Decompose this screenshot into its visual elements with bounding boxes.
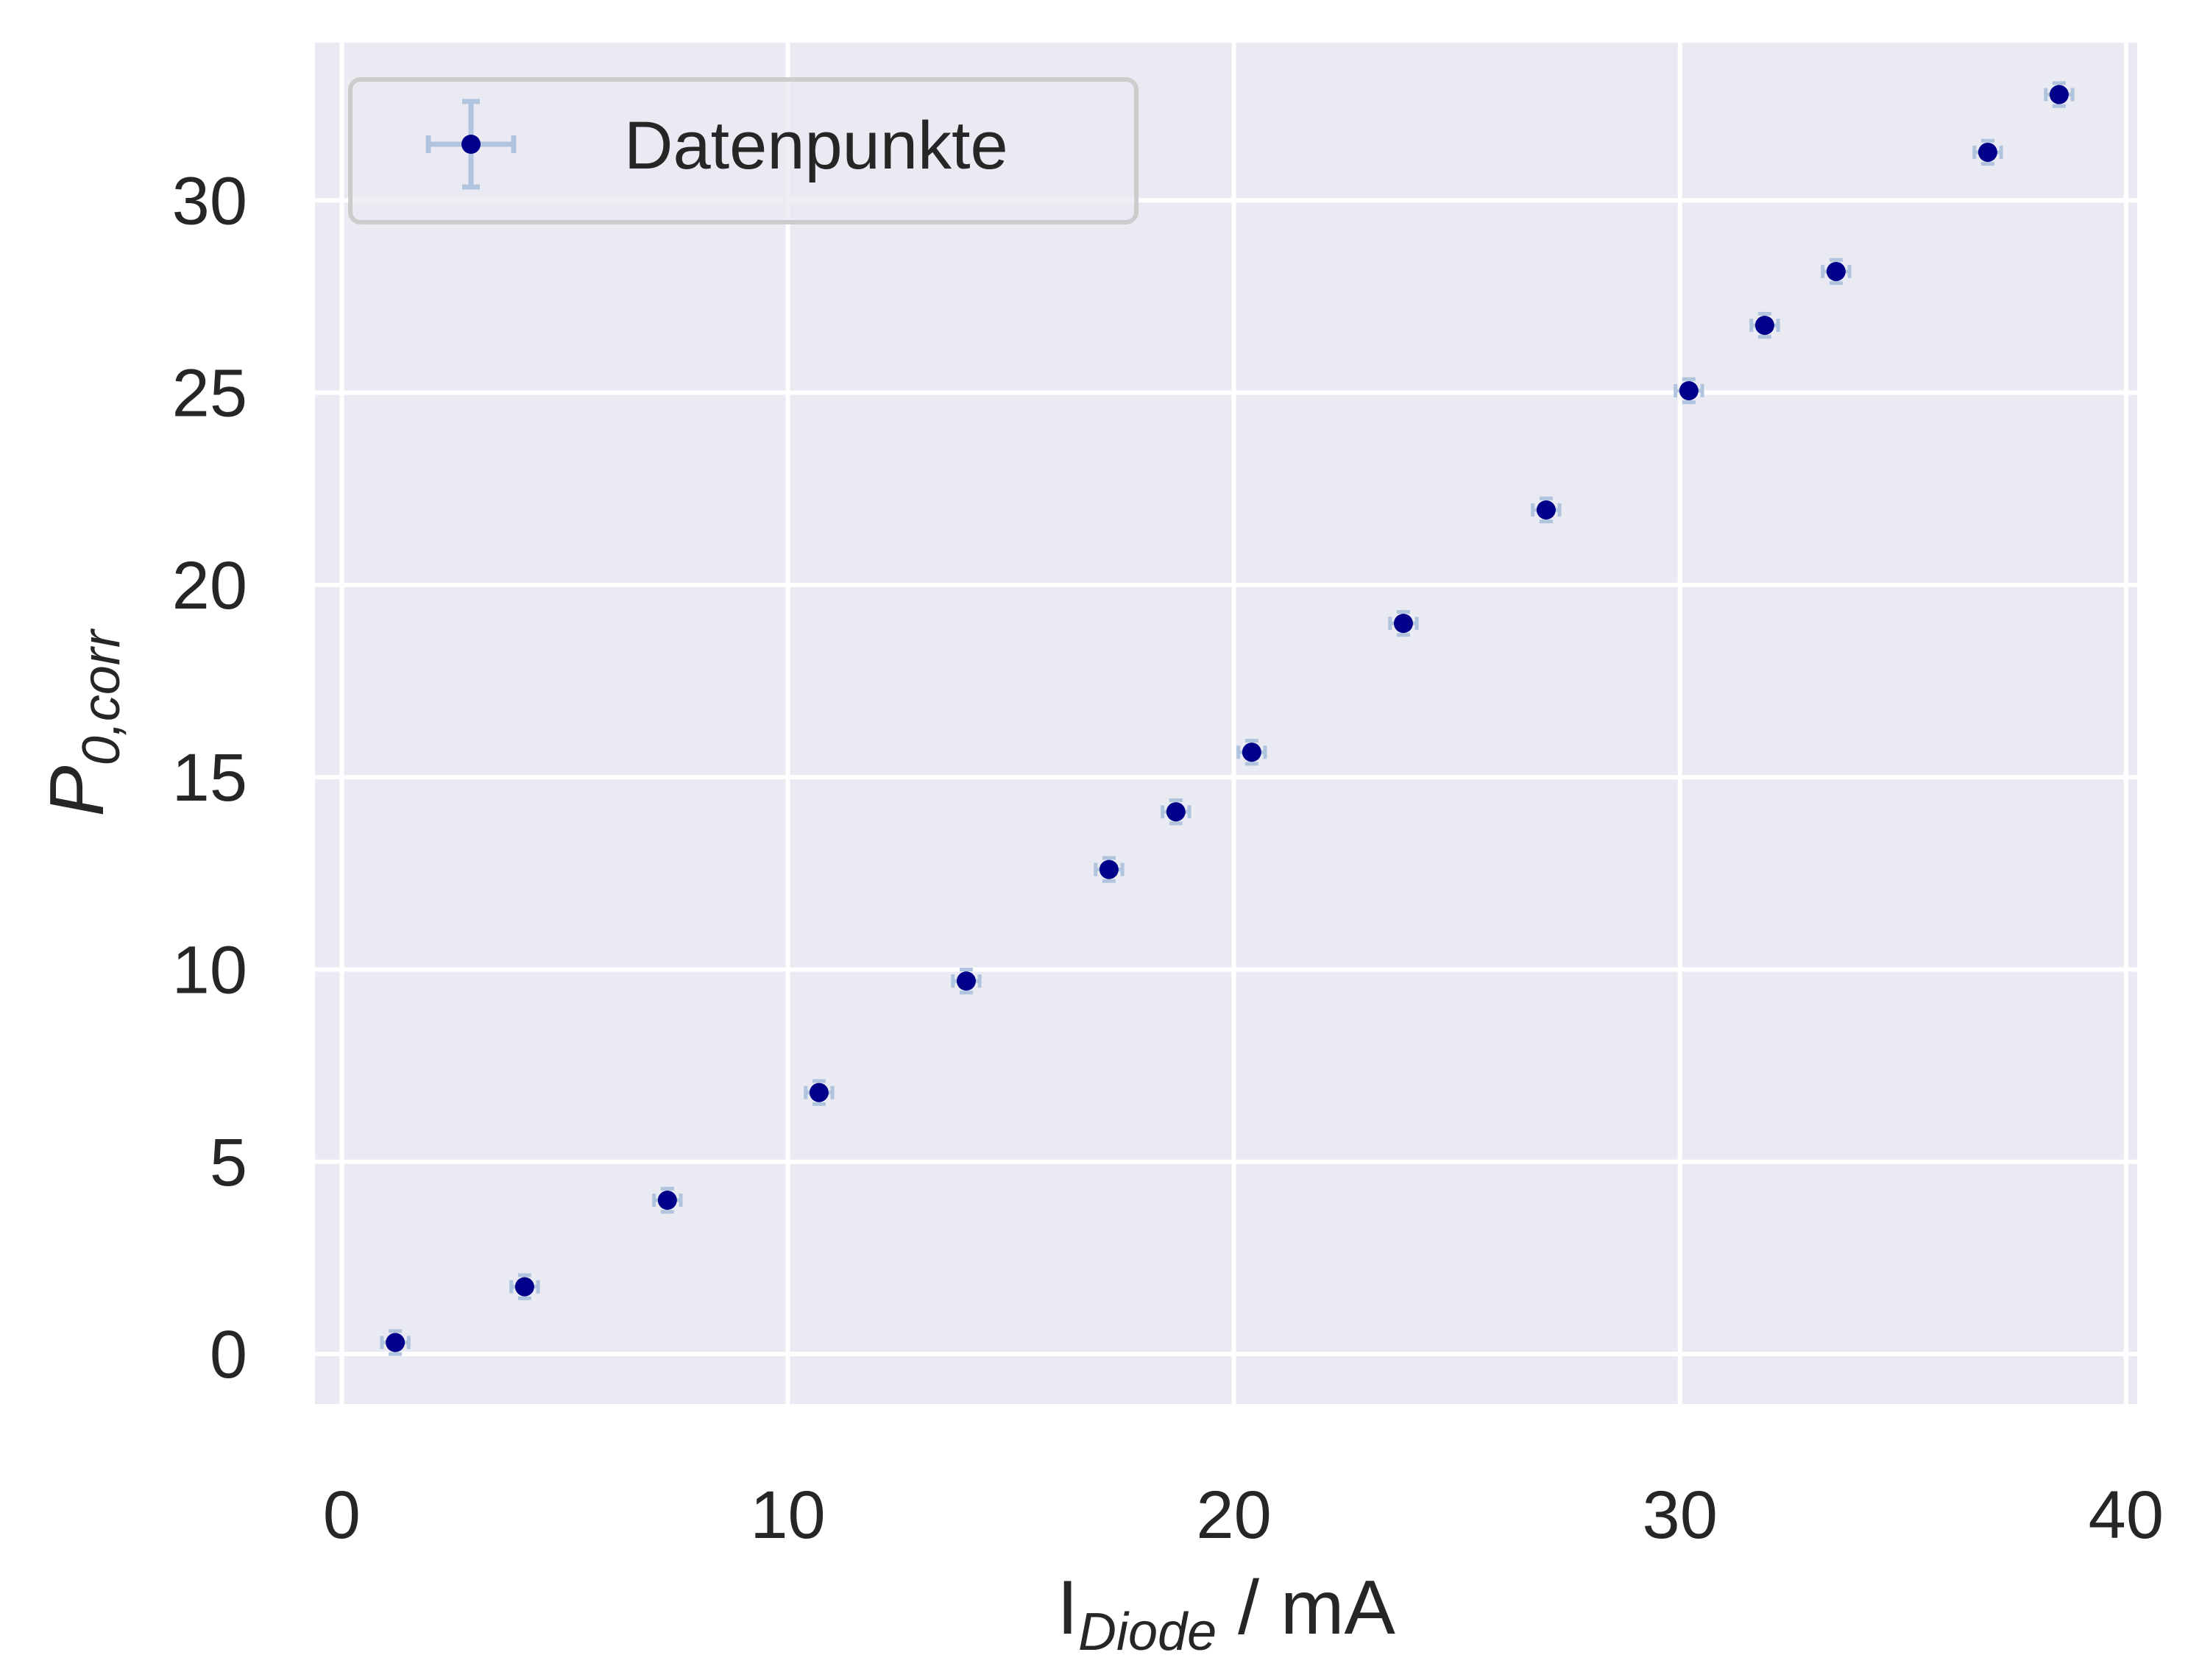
x-axis-title-main: I — [1057, 1565, 1078, 1651]
data-points — [380, 81, 2075, 1356]
x-tick-label: 0 — [323, 1478, 361, 1553]
data-point — [951, 967, 982, 995]
marker — [386, 1333, 406, 1353]
data-point — [1972, 138, 2003, 166]
legend-box — [348, 77, 1139, 224]
data-point — [1674, 377, 1704, 405]
marker — [809, 1082, 829, 1102]
y-tick-label: 10 — [172, 932, 247, 1007]
x-tick-label: 40 — [2089, 1478, 2164, 1553]
data-point — [1388, 609, 1419, 637]
plot-area-background — [315, 43, 2137, 1404]
marker — [1754, 316, 1774, 336]
x-axis-title-subscript: Diode — [1078, 1603, 1217, 1662]
legend-label: Datenpunkte — [624, 108, 1008, 183]
marker — [1166, 802, 1186, 822]
marker — [1242, 742, 1261, 762]
legend: Datenpunkte — [348, 77, 1139, 224]
data-point — [2044, 81, 2075, 108]
y-axis-title-main: P — [35, 765, 120, 816]
data-point — [380, 1329, 411, 1356]
data-point — [1161, 798, 1191, 826]
data-point — [1749, 311, 1780, 339]
y-tick-label: 20 — [172, 548, 247, 623]
x-tick-label: 20 — [1196, 1478, 1271, 1553]
data-point — [1531, 496, 1562, 524]
marker — [2049, 85, 2069, 104]
x-tick-labels: 0 10 20 30 40 — [323, 1478, 2164, 1553]
x-axis-title-unit: / mA — [1217, 1565, 1395, 1651]
y-tick-label: 30 — [172, 163, 247, 238]
marker — [1536, 500, 1556, 520]
marker — [956, 971, 976, 991]
marker — [1826, 261, 1846, 281]
y-axis-title: P0,corr — [35, 628, 131, 816]
marker — [1977, 142, 1997, 162]
marker — [657, 1191, 677, 1211]
data-point — [1236, 739, 1267, 766]
y-axis-title-subscript: 0,corr — [72, 628, 131, 765]
marker — [1099, 860, 1119, 879]
legend-marker — [425, 99, 517, 190]
y-tick-labels: 0 5 10 15 20 25 30 — [172, 163, 247, 1392]
marker — [1393, 614, 1413, 634]
data-point — [1821, 258, 1852, 286]
y-tick-label: 0 — [210, 1317, 247, 1392]
x-axis-title: IDiode / mA — [1057, 1565, 1395, 1662]
x-tick-label: 10 — [750, 1478, 825, 1553]
y-tick-label: 15 — [172, 740, 247, 815]
marker — [514, 1277, 534, 1297]
x-tick-label: 30 — [1643, 1478, 1718, 1553]
data-point — [509, 1273, 540, 1300]
y-tick-label: 5 — [210, 1125, 247, 1200]
data-point — [804, 1079, 835, 1106]
legend-marker-dot — [461, 135, 481, 154]
y-tick-label: 25 — [172, 356, 247, 431]
data-point — [652, 1186, 683, 1214]
marker — [1679, 380, 1699, 400]
data-point — [1094, 856, 1125, 883]
